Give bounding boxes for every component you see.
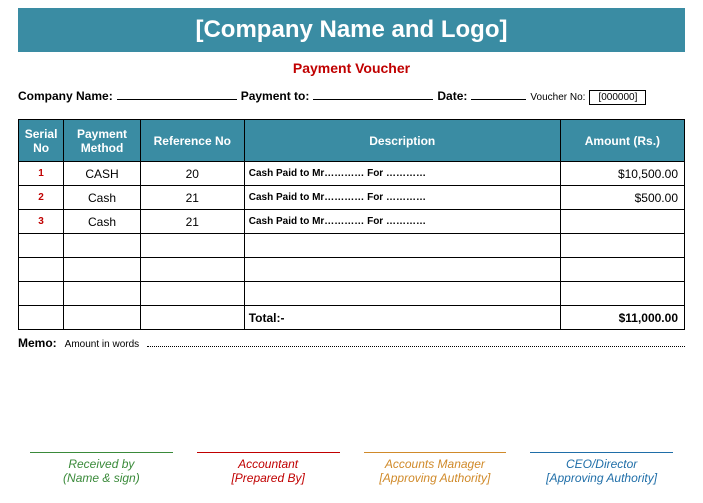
cell-reference: 21 (140, 210, 244, 234)
memo-label: Memo: (18, 336, 57, 350)
cell-method: Cash (64, 186, 141, 210)
cell-description: Cash Paid to Mr………… For ………… (244, 186, 560, 210)
th-serial: Serial No (19, 120, 64, 162)
cell-serial: 2 (19, 186, 64, 210)
signature-ceo-director: CEO/Director [Approving Authority] (518, 452, 685, 485)
voucher-title: Payment Voucher (18, 60, 685, 76)
sig-title: CEO/Director (518, 457, 685, 471)
voucher-no-value: [000000] (589, 90, 646, 105)
payment-to-label: Payment to: (241, 89, 310, 103)
cell-amount: $500.00 (560, 186, 684, 210)
table-row-total: Total:- $11,000.00 (19, 306, 685, 330)
cell-description: Cash Paid to Mr………… For ………… (244, 162, 560, 186)
total-label: Total:- (244, 306, 560, 330)
sig-title: Accounts Manager (352, 457, 519, 471)
voucher-table: Serial No Payment Method Reference No De… (18, 119, 685, 330)
voucher-no-label: Voucher No: (530, 92, 585, 103)
memo-dotted-line (147, 337, 685, 347)
memo-sub: Amount in words (65, 339, 139, 350)
date-label: Date: (437, 89, 467, 103)
table-row: 3 Cash 21 Cash Paid to Mr………… For ………… (19, 210, 685, 234)
sig-title: Accountant (185, 457, 352, 471)
company-name-label: Company Name: (18, 89, 113, 103)
th-method: Payment Method (64, 120, 141, 162)
sig-sub: [Prepared By] (185, 471, 352, 485)
table-row: 2 Cash 21 Cash Paid to Mr………… For ………… $… (19, 186, 685, 210)
sig-sub: [Approving Authority] (518, 471, 685, 485)
cell-description: Cash Paid to Mr………… For ………… (244, 210, 560, 234)
cell-method: CASH (64, 162, 141, 186)
total-amount: $11,000.00 (560, 306, 684, 330)
table-row-empty (19, 258, 685, 282)
sig-sub: [Approving Authority] (352, 471, 519, 485)
cell-serial: 3 (19, 210, 64, 234)
table-row-empty (19, 234, 685, 258)
cell-amount: $10,500.00 (560, 162, 684, 186)
sig-sub: (Name & sign) (18, 471, 185, 485)
cell-amount (560, 210, 684, 234)
payment-to-line (313, 86, 433, 100)
signature-accounts-manager: Accounts Manager [Approving Authority] (352, 452, 519, 485)
signatures: Received by (Name & sign) Accountant [Pr… (18, 452, 685, 485)
signature-accountant: Accountant [Prepared By] (185, 452, 352, 485)
table-row-empty (19, 282, 685, 306)
th-description: Description (244, 120, 560, 162)
cell-reference: 21 (140, 186, 244, 210)
signature-received-by: Received by (Name & sign) (18, 452, 185, 485)
date-line (471, 86, 526, 100)
memo-row: Memo: Amount in words (18, 336, 685, 350)
cell-serial: 1 (19, 162, 64, 186)
company-name-line (117, 86, 237, 100)
sig-title: Received by (18, 457, 185, 471)
info-row: Company Name: Payment to: Date: Voucher … (18, 86, 685, 105)
th-amount: Amount (Rs.) (560, 120, 684, 162)
table-row: 1 CASH 20 Cash Paid to Mr………… For ………… $… (19, 162, 685, 186)
company-banner: [Company Name and Logo] (18, 8, 685, 52)
cell-method: Cash (64, 210, 141, 234)
th-reference: Reference No (140, 120, 244, 162)
cell-reference: 20 (140, 162, 244, 186)
